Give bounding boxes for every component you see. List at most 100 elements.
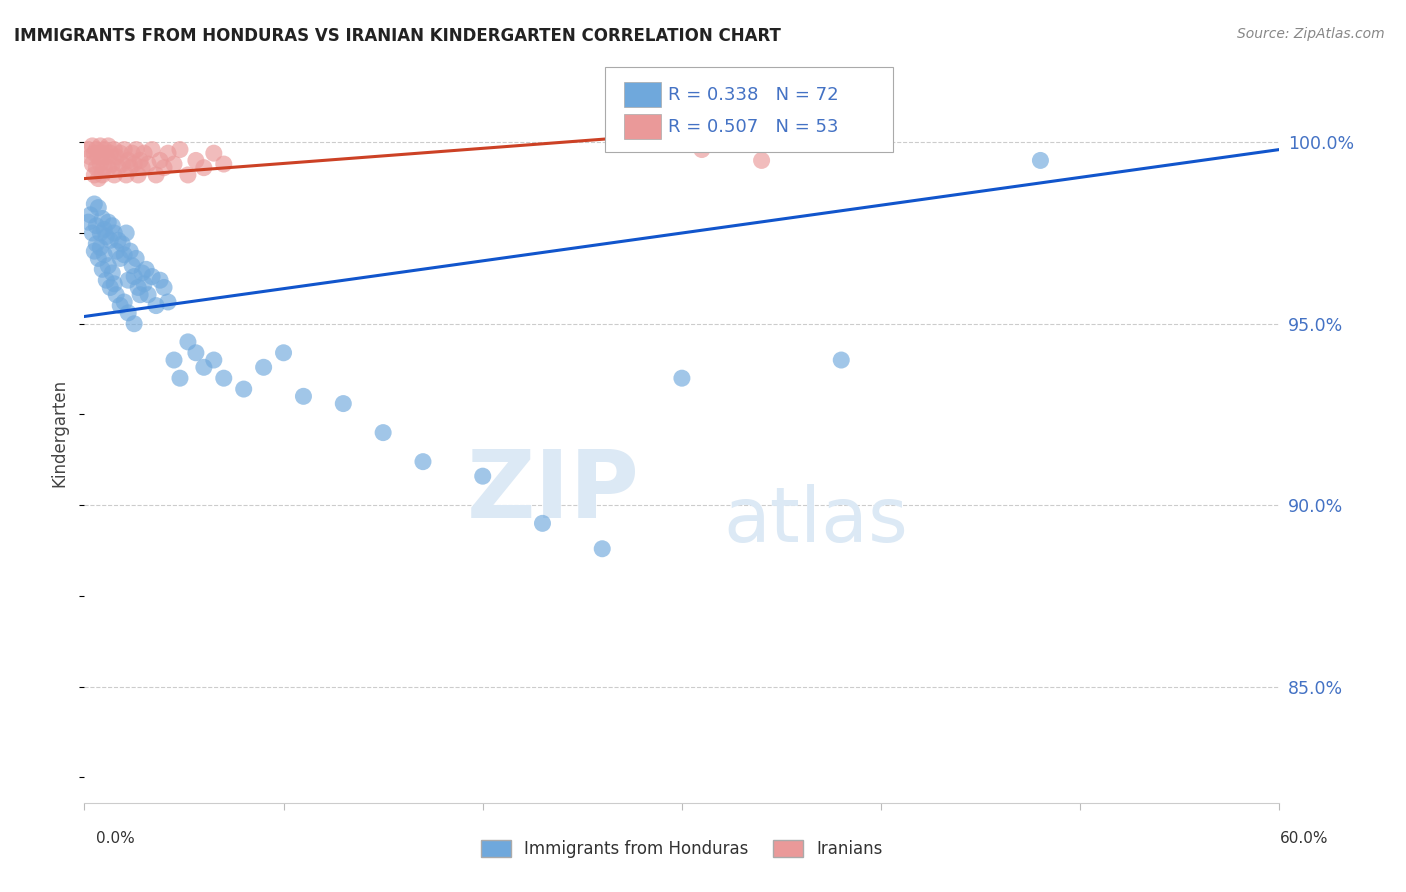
Point xyxy=(184,345,207,359)
Point xyxy=(120,161,142,175)
Point xyxy=(82,157,104,171)
Point xyxy=(332,396,354,410)
Point xyxy=(671,371,693,385)
Point xyxy=(169,371,191,385)
Point xyxy=(751,153,773,168)
Point xyxy=(136,157,159,171)
Point xyxy=(129,287,152,301)
Point xyxy=(101,157,124,171)
Point xyxy=(149,273,172,287)
Point xyxy=(86,236,108,251)
Point xyxy=(103,168,125,182)
Point xyxy=(117,273,139,287)
Point xyxy=(115,226,138,240)
Point xyxy=(129,153,152,168)
Point xyxy=(89,241,111,255)
Point xyxy=(112,143,135,157)
Point xyxy=(141,269,163,284)
Point xyxy=(131,161,153,175)
Point xyxy=(117,306,139,320)
Point xyxy=(93,222,115,236)
Text: 60.0%: 60.0% xyxy=(1281,831,1329,846)
Point xyxy=(83,168,105,182)
Y-axis label: Kindergarten: Kindergarten xyxy=(51,378,69,487)
Point xyxy=(91,168,114,182)
Text: ZIP: ZIP xyxy=(467,446,640,538)
Point xyxy=(193,161,215,175)
Point xyxy=(97,259,120,273)
Point xyxy=(117,153,139,168)
Text: R = 0.507   N = 53: R = 0.507 N = 53 xyxy=(668,118,838,136)
Point xyxy=(98,280,121,294)
Point xyxy=(1029,153,1052,168)
Point xyxy=(131,266,153,280)
Point xyxy=(97,161,120,175)
Point xyxy=(107,233,129,247)
Point xyxy=(96,229,118,244)
Point xyxy=(132,146,156,161)
Point xyxy=(202,146,225,161)
Point xyxy=(93,248,115,262)
Point xyxy=(163,353,186,368)
Point xyxy=(132,277,156,291)
Point xyxy=(690,143,713,157)
Text: Source: ZipAtlas.com: Source: ZipAtlas.com xyxy=(1237,27,1385,41)
Point xyxy=(125,143,148,157)
Point xyxy=(112,248,135,262)
Point xyxy=(97,139,120,153)
Point xyxy=(110,299,132,313)
Point xyxy=(103,277,125,291)
Point xyxy=(202,353,225,368)
Point xyxy=(101,266,124,280)
Point xyxy=(110,146,132,161)
Point xyxy=(82,226,104,240)
Point xyxy=(86,143,108,157)
Point xyxy=(184,153,207,168)
Text: IMMIGRANTS FROM HONDURAS VS IRANIAN KINDERGARTEN CORRELATION CHART: IMMIGRANTS FROM HONDURAS VS IRANIAN KIND… xyxy=(14,27,780,45)
Point xyxy=(135,262,157,277)
Point xyxy=(273,345,295,359)
Point xyxy=(96,273,118,287)
Point xyxy=(110,252,132,266)
Point xyxy=(127,168,149,182)
Point xyxy=(86,219,108,233)
Point xyxy=(471,469,494,483)
Point xyxy=(89,157,111,171)
Point xyxy=(292,389,315,403)
Point xyxy=(136,287,159,301)
Point xyxy=(122,157,145,171)
Point xyxy=(193,360,215,375)
Point xyxy=(103,226,125,240)
Point xyxy=(111,236,134,251)
Point xyxy=(120,244,142,259)
Point xyxy=(153,280,176,294)
Point xyxy=(87,201,110,215)
Point xyxy=(115,168,138,182)
Point xyxy=(373,425,395,440)
Point xyxy=(591,541,613,556)
Point xyxy=(77,215,100,229)
Point xyxy=(153,161,176,175)
Point xyxy=(169,143,191,157)
Point xyxy=(86,161,108,175)
Point xyxy=(163,157,186,171)
Point xyxy=(103,143,125,157)
Legend: Immigrants from Honduras, Iranians: Immigrants from Honduras, Iranians xyxy=(474,833,890,865)
Point xyxy=(79,150,101,164)
Point xyxy=(93,143,115,157)
Point xyxy=(91,211,114,226)
Point xyxy=(89,226,111,240)
Point xyxy=(87,150,110,164)
Point xyxy=(96,150,118,164)
Point xyxy=(77,143,100,157)
Point xyxy=(212,371,235,385)
Point xyxy=(98,233,121,247)
Text: R = 0.338   N = 72: R = 0.338 N = 72 xyxy=(668,86,838,103)
Point xyxy=(127,280,149,294)
Point xyxy=(157,295,180,310)
Point xyxy=(87,171,110,186)
Point xyxy=(105,287,128,301)
Point xyxy=(157,146,180,161)
Point xyxy=(232,382,254,396)
Point xyxy=(91,146,114,161)
